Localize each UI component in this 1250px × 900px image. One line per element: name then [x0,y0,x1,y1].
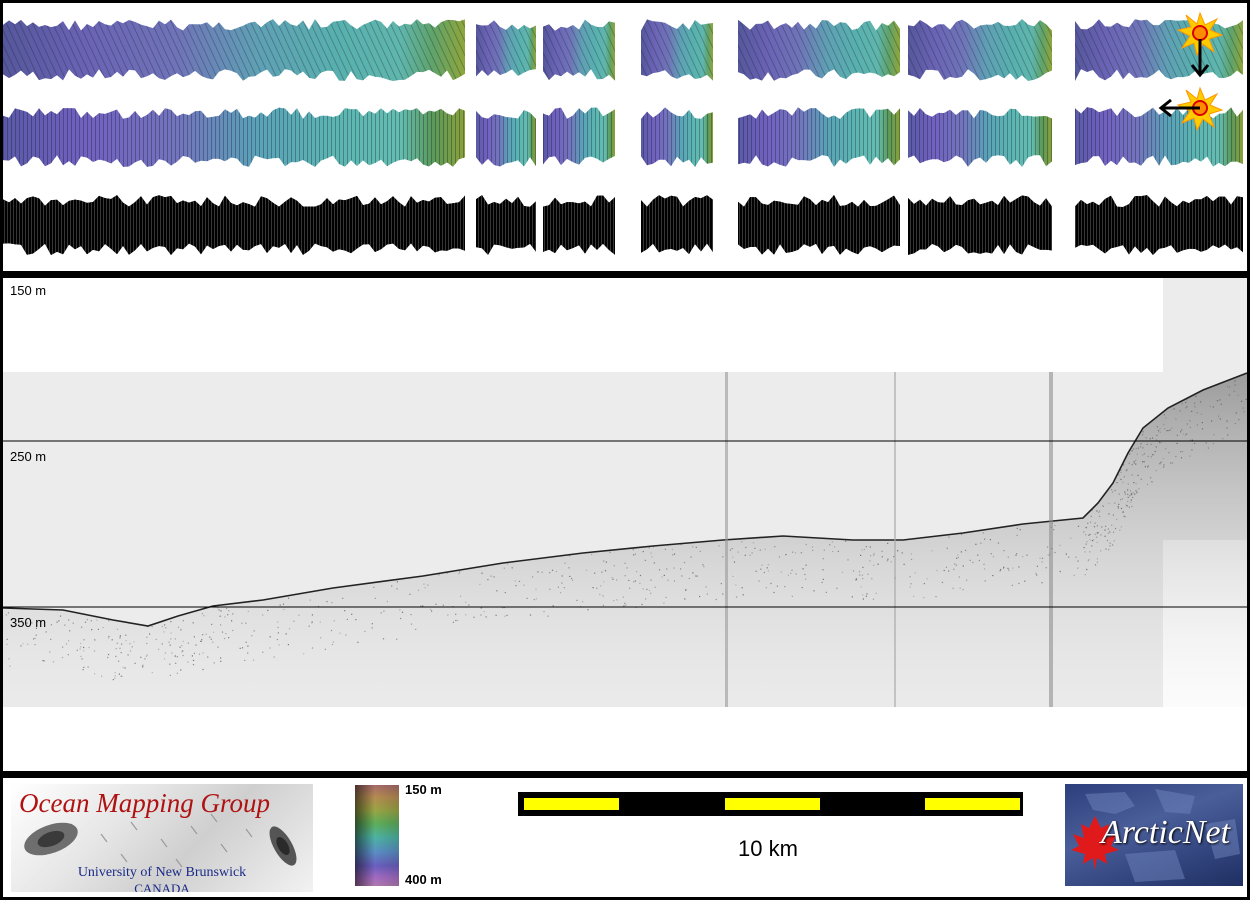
seafloor-texture [70,813,253,868]
survey-vessel-icon [269,826,297,866]
swath-strips-canvas [3,11,1243,255]
scale-bar-label: 10 km [738,836,798,861]
maple-leaf-icon [1071,816,1119,870]
scale-bar-segment [925,798,1020,810]
swath-strip-sun-north [3,19,1243,82]
scale-bar-segment [524,798,619,810]
legend-panel: Ocean Mapping Group University of New Br… [3,778,1247,897]
depth-colorbar [355,785,399,886]
colorbar-top-label: 150 m [405,782,442,797]
omg-logo-title: Ocean Mapping Group [19,788,270,818]
depth-label-150: 150 m [10,283,47,298]
omg-logo-university: University of New Brunswick [77,865,247,880]
survey-vessel-icon [24,822,78,856]
depth-label-350: 350 m [10,615,47,630]
arcticnet-logo: ArcticNet [1065,784,1243,886]
swath-strip-backscatter [3,195,1243,255]
arctic-map-outline [1085,789,1240,882]
arrow-left-icon [1158,98,1200,118]
swath-strip-sun-west [3,107,1243,167]
depth-label-250: 250 m [10,449,47,464]
subbottom-profile-canvas [3,278,1247,707]
sun-illumination-icon [1176,11,1224,57]
seabed-reflector [3,372,1247,627]
colorbar-bottom-label: 400 m [405,872,442,887]
ping-noise-columns [725,372,1053,707]
arrow-down-icon [1190,39,1210,78]
seabed-echo-shading [3,373,1247,707]
depth-profile-panel: 150 m 250 m 350 m [3,278,1247,771]
ocean-mapping-group-logo: Ocean Mapping Group University of New Br… [11,784,313,892]
swath-imagery-panel [3,3,1247,271]
scale-bar [518,792,1023,816]
scale-bar-segment [725,798,820,810]
omg-logo-country: CANADA [134,881,190,892]
arcticnet-logo-text: ArcticNet [1101,814,1231,851]
